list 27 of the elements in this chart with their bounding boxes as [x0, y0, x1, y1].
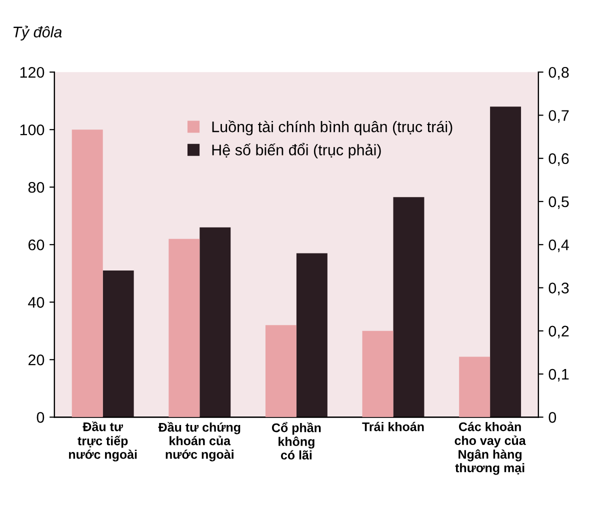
- y2-tick-label: 0,2: [548, 326, 569, 338]
- bar: [393, 197, 424, 418]
- y2-tick-label: 0,4: [548, 239, 569, 252]
- y-tick-label: 0: [36, 412, 44, 423]
- y-tick-label: 40: [28, 297, 44, 308]
- x-tick-label: Các khoản cho vay của Ngân hàng thương mại: [454, 422, 526, 475]
- legend-label: Hệ số biến đổi (trục phải): [212, 142, 381, 158]
- legend-label: Luồng tài chính bình quân (trục trái): [212, 120, 452, 136]
- y2-tick-label: 0,6: [548, 153, 569, 166]
- y-tick-label: 80: [28, 182, 44, 193]
- y-tick-label: 100: [20, 124, 44, 136]
- y2-tick-label: 0,8: [548, 66, 569, 80]
- y-tick-label: 20: [28, 354, 44, 366]
- y-tick-label: 120: [20, 66, 44, 78]
- y2-tick-label: 0: [548, 412, 556, 423]
- y2-tick-label: 0,1: [548, 368, 569, 382]
- bar: [490, 106, 522, 418]
- bar: [459, 356, 490, 418]
- y-tick-label: 60: [28, 239, 44, 250]
- y-axis-title: Tỷ đôla: [13, 26, 62, 40]
- x-tick-label: Đầu tư trực tiếp nước ngoài: [69, 421, 137, 462]
- y2-tick-label: 0,7: [548, 110, 569, 123]
- x-tick-label: Cổ phần không có lãi: [272, 422, 321, 460]
- y2-tick-label: 0,3: [548, 282, 569, 296]
- y2-tick-label: 0,5: [548, 196, 569, 209]
- x-tick-label: Đầu tư chứng khoán của nước ngoài: [158, 422, 240, 462]
- x-tick-label: Trái khoán: [362, 422, 424, 432]
